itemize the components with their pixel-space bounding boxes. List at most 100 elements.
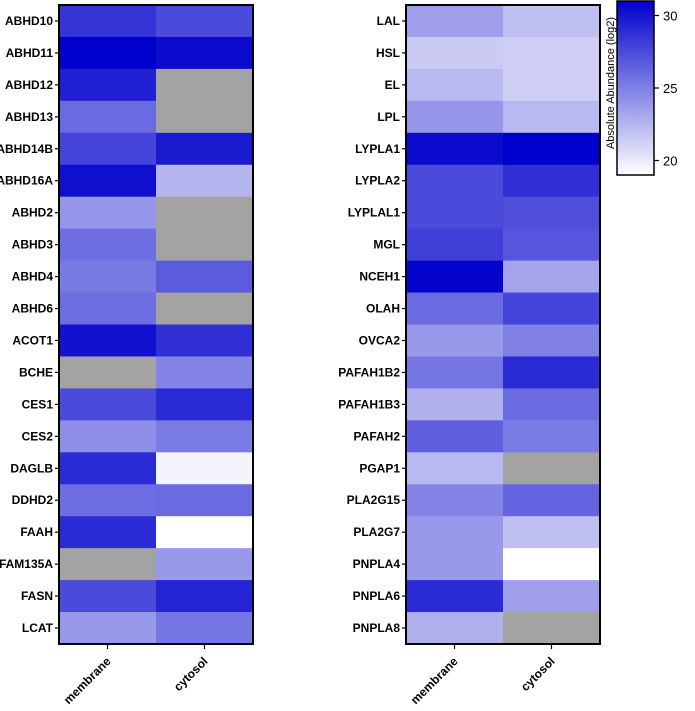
row-label: OLAH (366, 302, 400, 316)
heatmap-cell-lypla2-cytosol (503, 164, 601, 198)
row-label: DAGLB (10, 461, 53, 475)
heatmap-cell-pafah2-cytosol (503, 420, 601, 453)
row-label: ABHD16A (0, 174, 53, 188)
heatmap-frame (405, 4, 601, 645)
heatmap-cell-olah-cytosol (503, 292, 601, 326)
heatmap-cell-pnpla4-cytosol (503, 548, 601, 581)
heatmap-cell-pnpla6-membrane (406, 580, 504, 613)
colorbar-tick-label: 25 (663, 81, 677, 96)
heatmap-cell-abhd3-cytosol (156, 228, 254, 262)
row-label: EL (385, 78, 400, 92)
row-label: PAFAH1B2 (338, 365, 400, 379)
colorbar-tick-label: 20 (663, 154, 677, 169)
row-label: LYPLA2 (355, 174, 400, 188)
heatmap-cell-abhd11-membrane (59, 36, 157, 70)
heatmap-cell-abhd14b-membrane (59, 132, 157, 166)
heatmap-cell-abhd6-cytosol (156, 292, 254, 326)
heatmap-cell-pafah1b3-membrane (406, 388, 504, 421)
heatmap-cell-bche-cytosol (156, 356, 254, 389)
heatmap-cell-hsl-membrane (406, 36, 504, 70)
row-label: PNPLA8 (353, 621, 401, 635)
heatmap-cell-lcat-cytosol (156, 612, 254, 645)
heatmap-cell-faah-membrane (59, 516, 157, 549)
heatmap-cell-mgl-cytosol (503, 228, 601, 262)
heatmap-cell-lal-membrane (406, 5, 504, 38)
heatmap-cell-fasn-membrane (59, 580, 157, 613)
heatmap-cell-nceh1-cytosol (503, 260, 601, 294)
row-label: PAFAH2 (354, 429, 401, 443)
column-label-cytosol: cytosol (171, 654, 211, 694)
colorbar-tick-label: 30 (663, 9, 677, 24)
heatmap-cell-abhd16a-membrane (59, 164, 157, 198)
heatmap-cell-abhd10-cytosol (156, 5, 254, 38)
heatmap-cell-lypla1-membrane (406, 132, 504, 166)
heatmap-cell-lal-cytosol (503, 5, 601, 38)
heatmap-cell-pafah2-membrane (406, 420, 504, 453)
column-label-cytosol: cytosol (518, 654, 558, 694)
row-label: PGAP1 (359, 461, 400, 475)
heatmap-cell-pla2g7-membrane (406, 516, 504, 549)
column-label-membrane: membrane (61, 654, 114, 707)
heatmap-cell-lpl-cytosol (503, 100, 601, 134)
heatmap-cell-fam135a-membrane (59, 548, 157, 581)
heatmap-cell-lpl-membrane (406, 100, 504, 134)
heatmap-frame (58, 4, 254, 645)
row-label: LPL (377, 110, 400, 124)
heatmap-cell-faah-cytosol (156, 516, 254, 549)
heatmap-cell-pafah1b3-cytosol (503, 388, 601, 421)
heatmap-cell-abhd6-membrane (59, 292, 157, 326)
heatmap-cell-pnpla8-membrane (406, 612, 504, 645)
heatmap-cell-abhd16a-cytosol (156, 164, 254, 198)
heatmap-cell-abhd12-cytosol (156, 68, 254, 102)
row-label: ABHD6 (12, 302, 54, 316)
row-label: PLA2G15 (347, 493, 401, 507)
row-label: PNPLA6 (353, 589, 401, 603)
heatmap-cell-abhd3-membrane (59, 228, 157, 262)
heatmap-cell-pafah1b2-cytosol (503, 356, 601, 389)
heatmap-cell-ovca2-cytosol (503, 324, 601, 358)
row-label: DDHD2 (12, 493, 54, 507)
heatmap-cell-pla2g7-cytosol (503, 516, 601, 549)
heatmap-cell-ces2-membrane (59, 420, 157, 453)
heatmap-cell-abhd10-membrane (59, 5, 157, 38)
heatmap-cell-daglb-cytosol (156, 452, 254, 485)
heatmap-cell-abhd4-membrane (59, 260, 157, 294)
heatmap-cell-lypla1-cytosol (503, 132, 601, 166)
row-label: PNPLA4 (353, 557, 401, 571)
heatmap-cell-lyplal1-cytosol (503, 196, 601, 230)
heatmap-cell-pgap1-membrane (406, 452, 504, 485)
heatmap-panel-2: LAL HSL EL LPL LYPLA1 LYPLA2 LYPLAL1 MGL NCEH1 OL… (338, 4, 601, 707)
heatmap-cell-pnpla8-cytosol (503, 612, 601, 645)
row-label: OVCA2 (359, 333, 401, 347)
heatmap-cell-abhd12-membrane (59, 68, 157, 102)
row-label: PLA2G7 (353, 525, 400, 539)
heatmap-cell-abhd13-membrane (59, 100, 157, 134)
row-label: PAFAH1B3 (338, 397, 400, 411)
heatmap-cell-abhd2-membrane (59, 196, 157, 230)
row-label: FAAH (20, 525, 53, 539)
heatmap-cell-bche-membrane (59, 356, 157, 389)
heatmap-cell-fam135a-cytosol (156, 548, 254, 581)
heatmap-cell-nceh1-membrane (406, 260, 504, 294)
row-label: ABHD12 (5, 78, 53, 92)
heatmap-cell-pgap1-cytosol (503, 452, 601, 485)
row-label: ABHD2 (12, 206, 54, 220)
heatmap-cell-pla2g15-membrane (406, 484, 504, 517)
heatmap-cell-abhd2-cytosol (156, 196, 254, 230)
row-label: CES2 (22, 429, 54, 443)
heatmap-cell-el-membrane (406, 68, 504, 102)
heatmap-cell-fasn-cytosol (156, 580, 254, 613)
heatmap-cell-abhd13-cytosol (156, 100, 254, 134)
column-label-membrane: membrane (408, 654, 461, 707)
heatmap-cell-el-cytosol (503, 68, 601, 102)
row-label: FASN (21, 589, 53, 603)
colorbar-title: Absolute Abundance (log2) (605, 17, 617, 149)
heatmap-cell-mgl-membrane (406, 228, 504, 262)
row-label: FAM135A (0, 557, 53, 571)
row-label: NCEH1 (359, 270, 400, 284)
row-label: CES1 (22, 397, 54, 411)
heatmap-cell-lyplal1-membrane (406, 196, 504, 230)
heatmap-cell-abhd4-cytosol (156, 260, 254, 294)
heatmap-cell-ces1-cytosol (156, 388, 254, 421)
